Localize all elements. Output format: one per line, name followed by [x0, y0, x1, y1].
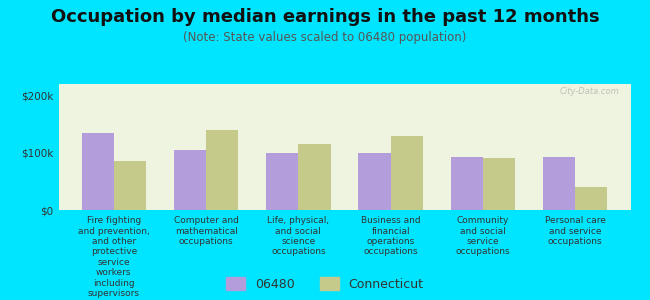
Bar: [114, 161, 146, 210]
Bar: [266, 153, 298, 210]
Text: Life, physical,
and social
science
occupations: Life, physical, and social science occup…: [267, 216, 330, 256]
Text: (Note: State values scaled to 06480 population): (Note: State values scaled to 06480 popu…: [183, 32, 467, 44]
Bar: [543, 157, 575, 210]
Bar: [575, 187, 608, 210]
Bar: [206, 130, 239, 210]
Text: Community
and social
service
occupations: Community and social service occupations: [456, 216, 510, 256]
Bar: [81, 133, 114, 210]
Legend: 06480, Connecticut: 06480, Connecticut: [226, 277, 424, 291]
Text: Business and
financial
operations
occupations: Business and financial operations occupa…: [361, 216, 421, 256]
Text: Personal care
and service
occupations: Personal care and service occupations: [545, 216, 606, 246]
Text: Fire fighting
and prevention,
and other
protective
service
workers
including
sup: Fire fighting and prevention, and other …: [78, 216, 150, 298]
Text: Occupation by median earnings in the past 12 months: Occupation by median earnings in the pas…: [51, 8, 599, 26]
Text: Computer and
mathematical
occupations: Computer and mathematical occupations: [174, 216, 239, 246]
Text: City-Data.com: City-Data.com: [559, 86, 619, 95]
Bar: [298, 144, 331, 210]
Bar: [174, 150, 206, 210]
Bar: [358, 153, 391, 210]
Bar: [483, 158, 515, 210]
Bar: [391, 136, 423, 210]
Bar: [450, 157, 483, 210]
